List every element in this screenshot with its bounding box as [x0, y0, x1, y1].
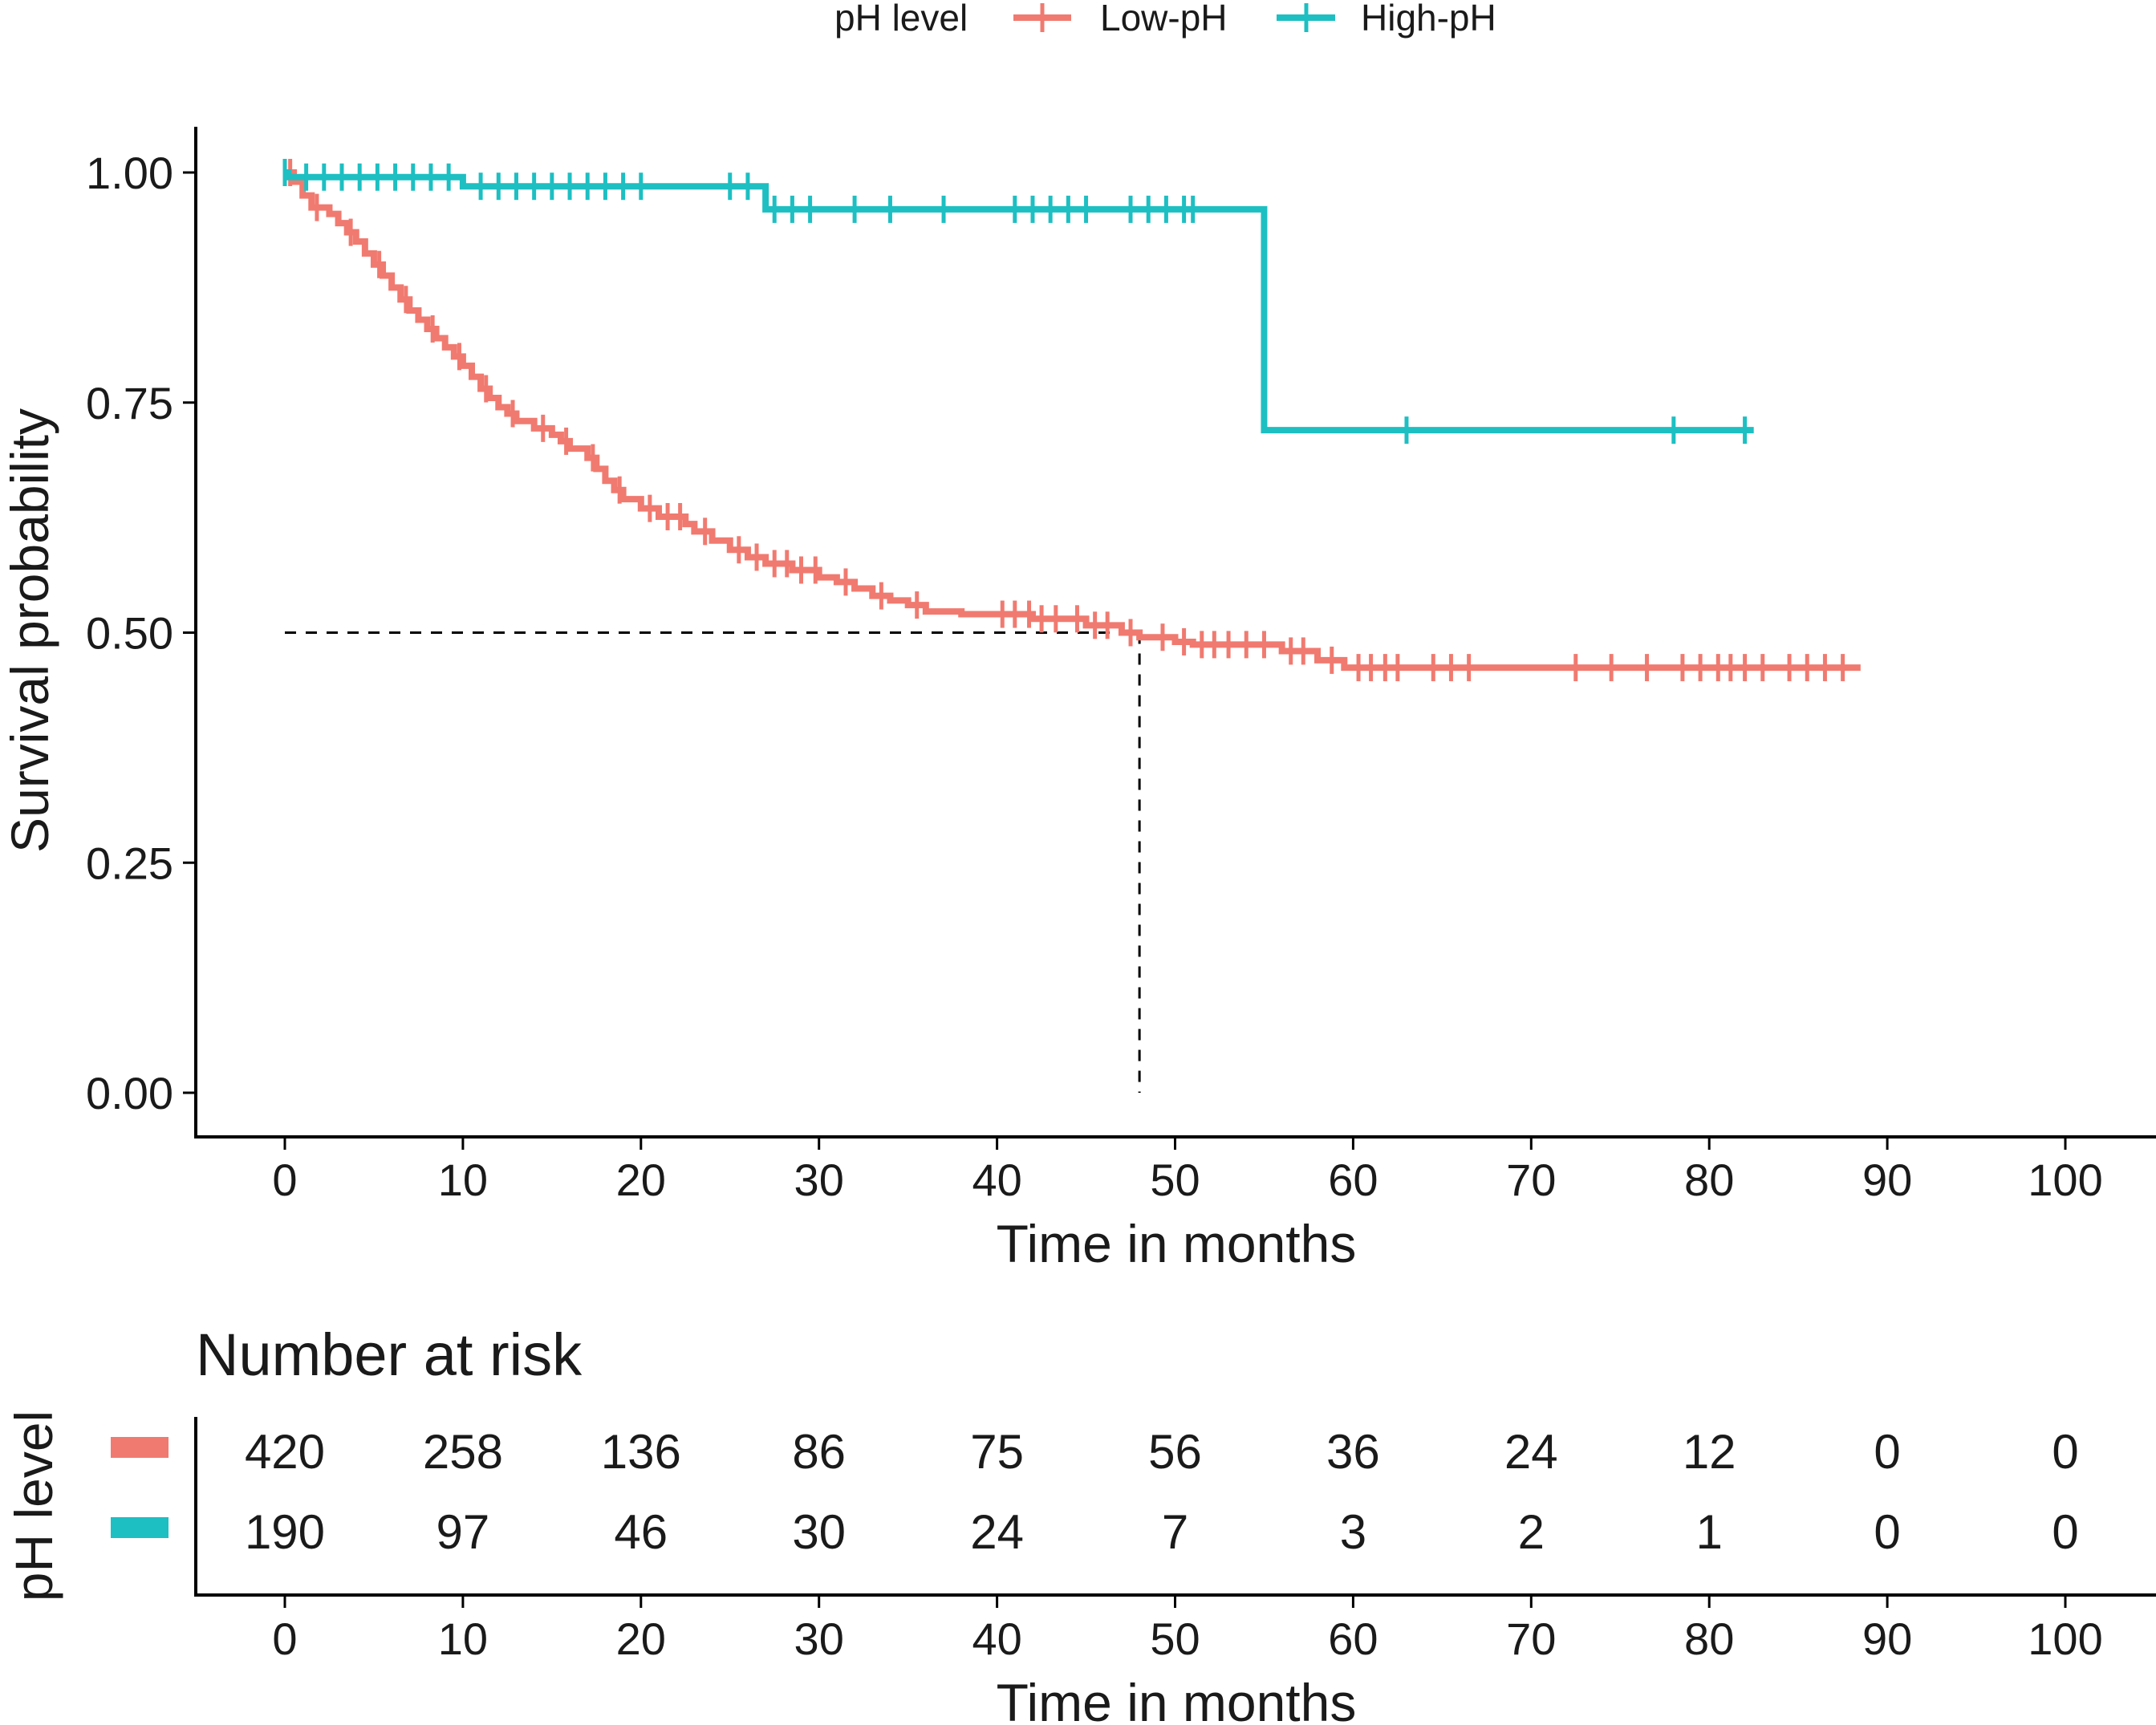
risk-count-low-ph: 0 — [2052, 1425, 2078, 1479]
risk-count-low-ph: 0 — [1874, 1425, 1900, 1479]
risk-count-high-ph: 7 — [1162, 1505, 1188, 1559]
risk-x-tick-label: 100 — [2028, 1613, 2102, 1664]
risk-count-high-ph: 30 — [792, 1505, 846, 1559]
risk-count-high-ph: 0 — [1874, 1505, 1900, 1559]
x-tick-label: 20 — [616, 1155, 666, 1205]
risk-count-low-ph: 75 — [970, 1425, 1024, 1479]
risk-table: Number at risk 420 258 136 86 75 56 36 24 12 0 019… — [4, 1321, 2156, 1725]
risk-count-low-ph: 136 — [601, 1425, 681, 1479]
legend-label-high-ph: High-pH — [1361, 0, 1496, 39]
risk-x-tick-label: 40 — [972, 1613, 1021, 1664]
x-tick-label: 60 — [1328, 1155, 1378, 1205]
legend-entry-high-ph: High-pH — [1277, 0, 1496, 39]
risk-count-high-ph: 46 — [614, 1505, 668, 1559]
risk-y-axis-title: pH level — [4, 1410, 63, 1601]
risk-x-tick-label: 90 — [1862, 1613, 1912, 1664]
x-tick-label: 40 — [972, 1155, 1021, 1205]
x-tick-label: 70 — [1506, 1155, 1556, 1205]
risk-count-high-ph: 1 — [1696, 1505, 1723, 1559]
risk-count-high-ph: 0 — [2052, 1505, 2078, 1559]
risk-count-high-ph: 97 — [436, 1505, 490, 1559]
risk-table-title: Number at risk — [196, 1321, 583, 1388]
survival-curve-low-ph — [285, 169, 1861, 672]
survival-curve-high-ph — [285, 169, 1754, 434]
y-tick-label: 0.75 — [86, 378, 173, 428]
survival-plot: 0.00 0.25 0.50 0.75 1.00 0 10 20 30 40 50 60 70 80 90… — [0, 127, 2156, 1273]
y-tick-label: 1.00 — [86, 148, 173, 198]
risk-count-low-ph: 86 — [792, 1425, 846, 1479]
risk-count-low-ph: 24 — [1504, 1425, 1558, 1479]
x-axis-title: Time in months — [997, 1214, 1357, 1273]
legend-label-low-ph: Low-pH — [1100, 0, 1228, 39]
x-tick-label: 90 — [1862, 1155, 1912, 1205]
risk-count-high-ph: 190 — [245, 1505, 325, 1559]
legend: pH level Low-pH High-pH — [834, 0, 1496, 39]
risk-x-tick-label: 20 — [616, 1613, 666, 1664]
y-axis-ticks: 0.00 0.25 0.50 0.75 1.00 — [86, 148, 196, 1118]
x-tick-label: 10 — [438, 1155, 488, 1205]
legend-entry-low-ph: Low-pH — [1013, 0, 1228, 39]
risk-count-low-ph: 258 — [423, 1425, 503, 1479]
x-tick-label: 50 — [1150, 1155, 1200, 1205]
x-tick-label: 100 — [2028, 1155, 2102, 1205]
risk-x-axis-title: Time in months — [997, 1673, 1357, 1725]
risk-x-tick-label: 70 — [1506, 1613, 1556, 1664]
risk-x-tick-label: 80 — [1684, 1613, 1734, 1664]
risk-x-tick-label: 30 — [794, 1613, 844, 1664]
risk-count-low-ph: 12 — [1683, 1425, 1736, 1479]
risk-count-high-ph: 2 — [1518, 1505, 1545, 1559]
legend-title: pH level — [834, 0, 968, 39]
median-reference-lines — [285, 631, 1141, 1093]
y-tick-label: 0.00 — [86, 1068, 173, 1118]
risk-x-tick-label: 0 — [272, 1613, 297, 1664]
risk-count-low-ph: 56 — [1148, 1425, 1202, 1479]
risk-count-high-ph: 3 — [1340, 1505, 1366, 1559]
risk-x-tick-label: 10 — [438, 1613, 488, 1664]
risk-table-rows: 420 258 136 86 75 56 36 24 12 0 0 190 97 46 30 24 7 3 2 1 0 0 — [111, 1425, 2079, 1559]
risk-x-tick-label: 60 — [1328, 1613, 1378, 1664]
risk-row-swatch-high-ph — [111, 1517, 169, 1538]
risk-count-high-ph: 24 — [970, 1505, 1024, 1559]
risk-x-tick-label: 50 — [1150, 1613, 1200, 1664]
y-tick-label: 0.50 — [86, 608, 173, 659]
risk-count-low-ph: 420 — [245, 1425, 325, 1479]
x-axis-ticks: 0 10 20 30 40 50 60 70 80 90 100 — [272, 1137, 2103, 1205]
y-axis-title: Survival probability — [0, 408, 59, 853]
risk-count-low-ph: 36 — [1326, 1425, 1380, 1479]
x-tick-label: 30 — [794, 1155, 844, 1205]
x-tick-label: 80 — [1684, 1155, 1734, 1205]
x-tick-label: 0 — [272, 1155, 297, 1205]
survival-curves — [282, 159, 1861, 682]
y-tick-label: 0.25 — [86, 838, 173, 888]
risk-row-swatch-low-ph — [111, 1437, 169, 1458]
risk-x-axis-ticks: 0 10 20 30 40 50 60 70 80 90 100 — [272, 1595, 2103, 1664]
